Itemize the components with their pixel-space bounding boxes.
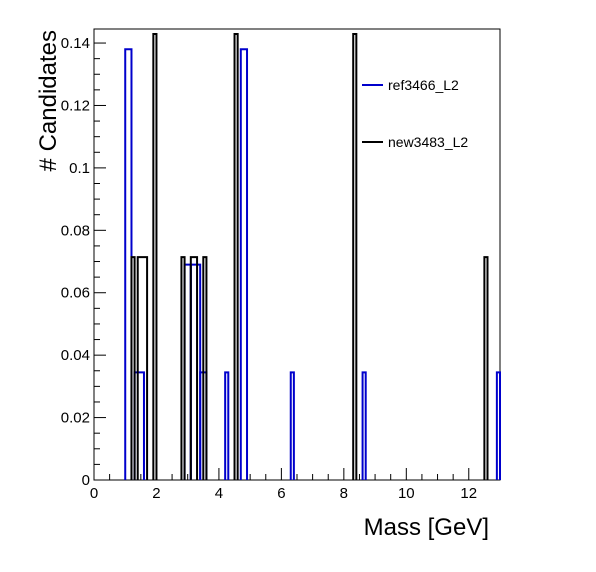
legend: ref3466_L2 new3483_L2	[362, 77, 468, 150]
histogram-bin	[130, 256, 136, 480]
x-axis: 0 2 4 6 8 10 12	[90, 468, 501, 502]
legend-label-new3483: new3483_L2	[388, 134, 468, 150]
y-axis: 0 0.02 0.04 0.06 0.08 0.1 0.12 0.14	[61, 35, 106, 489]
histogram-bin	[483, 256, 489, 480]
histogram-bin	[136, 256, 149, 480]
x-tick-label: 2	[152, 485, 160, 502]
x-tick-label: 6	[277, 485, 285, 502]
histogram-bin	[189, 263, 202, 480]
y-axis-title: # Candidates	[35, 30, 62, 171]
histogram-bin	[189, 256, 199, 480]
x-tick-label: 4	[215, 485, 223, 502]
y-tick-label: 0.06	[61, 285, 90, 302]
histogram-bin	[361, 371, 367, 480]
histogram-bin	[133, 371, 145, 480]
y-tick-label: 0	[82, 472, 90, 489]
x-axis-title: Mass [GeV]	[364, 514, 489, 541]
series-new3483_L2	[130, 32, 489, 480]
y-tick-label: 0.12	[61, 97, 90, 114]
histogram-bin	[289, 371, 295, 480]
histogram-bin	[202, 256, 208, 480]
y-tick-label: 0.08	[61, 222, 90, 239]
histogram-bin	[495, 371, 501, 480]
plot-frame	[93, 28, 501, 481]
x-tick-label: 0	[90, 485, 98, 502]
x-tick-label: 8	[340, 485, 348, 502]
x-tick-label: 10	[398, 485, 415, 502]
histogram-bin	[180, 256, 186, 480]
histogram-bin	[152, 32, 158, 480]
y-tick-label: 0.02	[61, 410, 90, 427]
x-tick-label: 12	[460, 485, 477, 502]
histogram-bin	[224, 371, 230, 480]
series-layer	[124, 32, 501, 480]
y-tick-label: 0.04	[61, 347, 90, 364]
histogram-bin	[233, 32, 239, 480]
legend-label-ref3466: ref3466_L2	[388, 77, 459, 93]
histogram-bin	[239, 48, 249, 480]
y-tick-label: 0.1	[69, 160, 90, 177]
histogram-bin	[352, 32, 358, 480]
y-tick-label: 0.14	[61, 35, 90, 52]
